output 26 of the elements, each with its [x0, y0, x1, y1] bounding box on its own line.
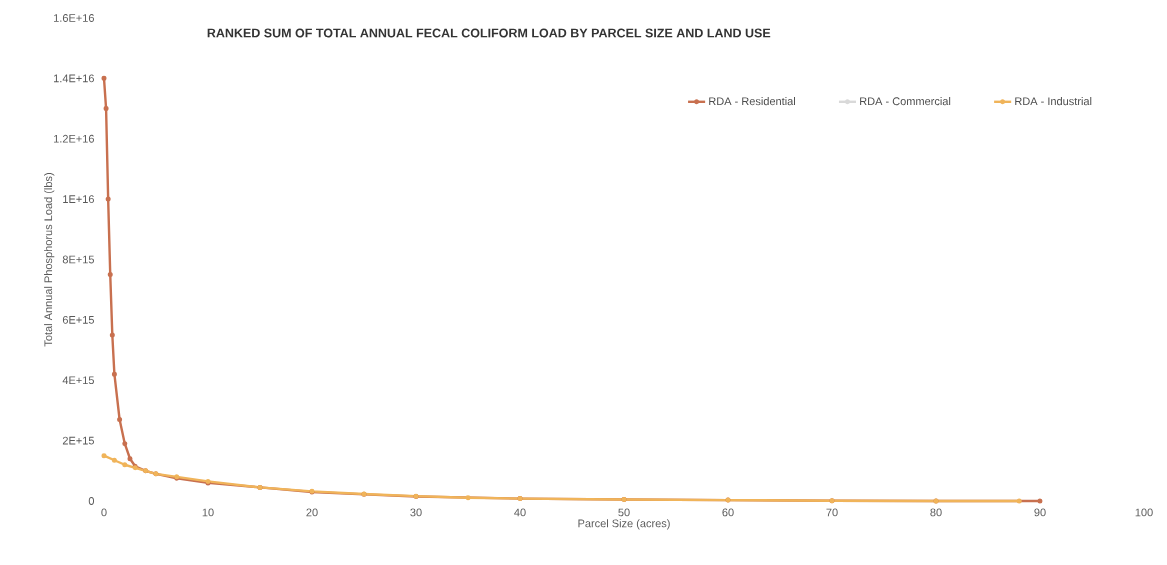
x-tick-label: 40	[514, 508, 526, 517]
x-tick-label: 100	[1135, 508, 1153, 517]
legend-label: RDA - Residential	[709, 97, 795, 106]
x-tick-label: 30	[410, 508, 422, 517]
y-tick-label: 8E+15	[62, 255, 94, 264]
x-tick-label: 80	[930, 508, 942, 517]
legend-label: RDA - Commercial	[860, 97, 951, 106]
y-tick-label: 0	[88, 497, 95, 505]
x-axis-title: Parcel Size (acres)	[578, 519, 670, 530]
y-tick-label: 6E+15	[62, 315, 94, 324]
y-tick-label: 2E+15	[62, 436, 94, 445]
x-tick-label: 0	[101, 508, 107, 517]
x-tick-label: 50	[618, 508, 630, 517]
x-tick-label: 90	[1034, 508, 1046, 517]
y-tick-label: 1.2E+16	[54, 134, 94, 143]
y-tick-label: 1.6E+16	[54, 14, 94, 22]
x-tick-label: 70	[826, 508, 838, 517]
x-tick-label: 10	[202, 508, 214, 517]
text: RANKED SUM OF TOTAL ANNUAL FECAL COLIFORM LOAD BY PARCEL SIZE AND LAND USE	[207, 28, 771, 38]
y-tick-label: 1E+16	[63, 195, 94, 204]
y-tick-label: 4E+15	[62, 376, 94, 385]
legend-label: RDA - Industrial	[1015, 97, 1092, 106]
y-tick-label: 1.4E+16	[54, 74, 94, 83]
y-axis-title: Total Annual Phosphorus Load (lbs)	[44, 173, 55, 347]
x-tick-label: 20	[306, 508, 318, 517]
x-tick-label: 60	[722, 508, 734, 517]
